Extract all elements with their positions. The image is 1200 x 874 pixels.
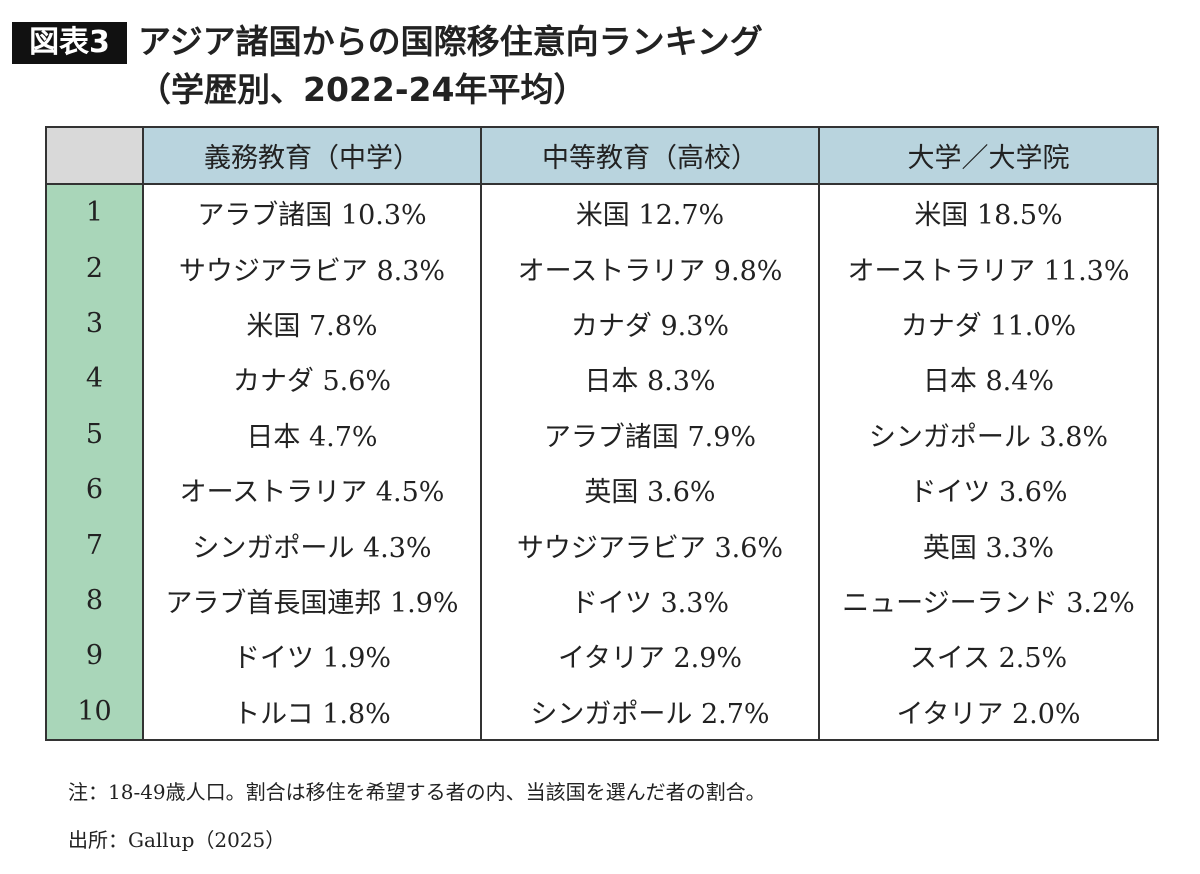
rank-cell: 5 (45, 406, 144, 462)
rank-cell: 4 (45, 351, 144, 407)
rank-cell: 7 (45, 517, 144, 573)
country-cell: 米国 12.7% (480, 184, 820, 241)
column-header: 中等教育（高校） (480, 126, 820, 185)
country-cell: 日本 4.7% (142, 406, 482, 462)
title: アジア諸国からの国際移住意向ランキング (138, 22, 763, 61)
table-row: 7 シンガポール 4.3% サウジアラビア 3.6% 英国 3.3% (45, 517, 1159, 573)
header-row: 義務教育（中学） 中等教育（高校） 大学／大学院 (45, 126, 1159, 185)
country-cell: カナダ 5.6% (142, 351, 482, 407)
rank-cell: 1 (45, 184, 144, 241)
country-cell: サウジアラビア 3.6% (480, 517, 820, 573)
country-cell: アラブ諸国 10.3% (142, 184, 482, 241)
note: 注：18-49歳人口。割合は移住を希望する者の内、当該国を選んだ者の割合。 (68, 780, 766, 804)
country-cell: ドイツ 3.6% (818, 461, 1159, 518)
note: 出所：Gallup（2025） (68, 828, 286, 852)
country-cell: イタリア 2.9% (480, 628, 820, 684)
country-cell: カナダ 11.0% (818, 295, 1159, 352)
rank-cell: 2 (45, 240, 144, 296)
country-cell: 米国 7.8% (142, 295, 482, 352)
country-cell: シンガポール 3.8% (818, 406, 1159, 462)
country-cell: シンガポール 2.7% (480, 683, 820, 741)
country-cell: ドイツ 3.3% (480, 572, 820, 629)
country-cell: サウジアラビア 8.3% (142, 240, 482, 296)
subtitle: （学歴別、2022-24年平均） (138, 70, 587, 109)
country-cell: カナダ 9.3% (480, 295, 820, 352)
corner-cell (45, 126, 144, 185)
country-cell: 米国 18.5% (818, 184, 1159, 241)
table-row: 9 ドイツ 1.9% イタリア 2.9% スイス 2.5% (45, 628, 1159, 684)
country-cell: 英国 3.6% (480, 461, 820, 518)
rank-cell: 10 (45, 683, 144, 741)
ranking-table: 義務教育（中学） 中等教育（高校） 大学／大学院 1 アラブ諸国 10.3% 米国 12… (45, 126, 1159, 741)
country-cell: ドイツ 1.9% (142, 628, 482, 684)
table-row: 4 カナダ 5.6% 日本 8.3% 日本 8.4% (45, 351, 1159, 407)
table-row: 10 トルコ 1.8% シンガポール 2.7% イタリア 2.0% (45, 683, 1159, 741)
table-row: 8 アラブ首長国連邦 1.9% ドイツ 3.3% ニュージーランド 3.2% (45, 572, 1159, 629)
country-cell: シンガポール 4.3% (142, 517, 482, 573)
country-cell: スイス 2.5% (818, 628, 1159, 684)
country-cell: アラブ首長国連邦 1.9% (142, 572, 482, 629)
country-cell: 英国 3.3% (818, 517, 1159, 573)
column-header: 大学／大学院 (818, 126, 1159, 185)
country-cell: オーストラリア 9.8% (480, 240, 820, 296)
column-header: 義務教育（中学） (142, 126, 482, 185)
rank-cell: 8 (45, 572, 144, 629)
table-row: 1 アラブ諸国 10.3% 米国 12.7% 米国 18.5% (45, 184, 1159, 241)
rank-cell: 9 (45, 628, 144, 684)
country-cell: イタリア 2.0% (818, 683, 1159, 741)
rank-cell: 3 (45, 295, 144, 352)
table-row: 6 オーストラリア 4.5% 英国 3.6% ドイツ 3.6% (45, 461, 1159, 518)
table-row: 2 サウジアラビア 8.3% オーストラリア 9.8% オーストラリア 11.3% (45, 240, 1159, 296)
country-cell: 日本 8.4% (818, 351, 1159, 407)
country-cell: ニュージーランド 3.2% (818, 572, 1159, 629)
country-cell: オーストラリア 11.3% (818, 240, 1159, 296)
figure-badge: 図表3 (12, 22, 127, 64)
table-row: 5 日本 4.7% アラブ諸国 7.9% シンガポール 3.8% (45, 406, 1159, 462)
country-cell: オーストラリア 4.5% (142, 461, 482, 518)
table-body: 1 アラブ諸国 10.3% 米国 12.7% 米国 18.5% 2 サウジアラビア 8.3… (45, 184, 1159, 741)
country-cell: 日本 8.3% (480, 351, 820, 407)
rank-cell: 6 (45, 461, 144, 518)
table-row: 3 米国 7.8% カナダ 9.3% カナダ 11.0% (45, 295, 1159, 352)
country-cell: トルコ 1.8% (142, 683, 482, 741)
country-cell: アラブ諸国 7.9% (480, 406, 820, 462)
